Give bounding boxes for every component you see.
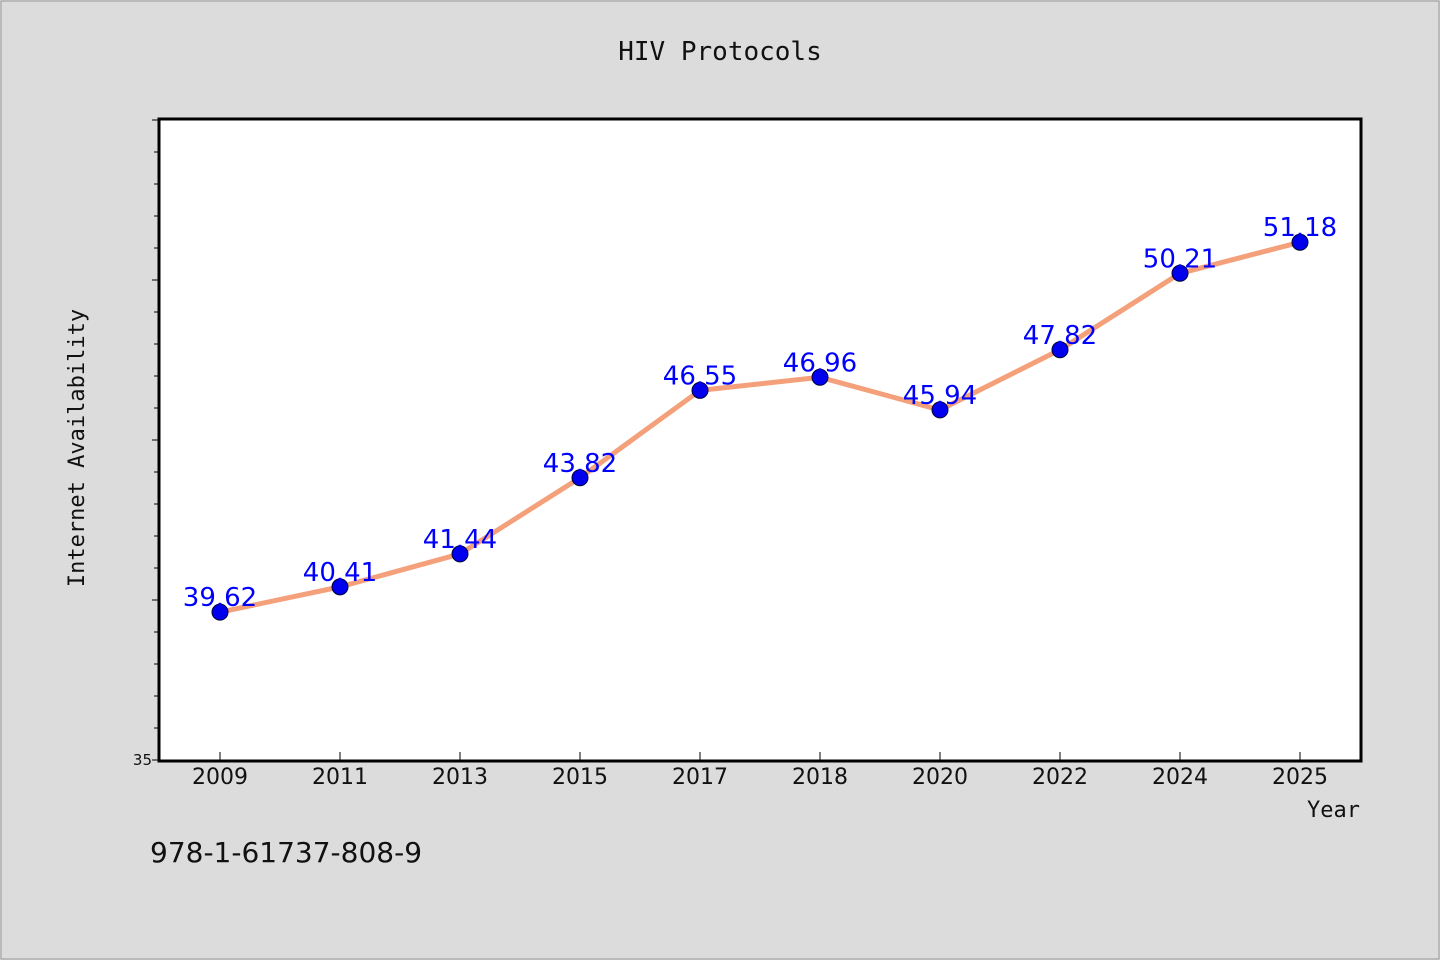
y-axis-ticks: 35 (133, 119, 160, 769)
y-axis-label: Internet Availability (65, 309, 90, 587)
x-tick-label: 2013 (432, 765, 488, 790)
data-point-marker (211, 603, 229, 621)
data-label: 45.94 (903, 381, 977, 411)
data-label: 46.55 (663, 361, 737, 391)
isbn-text: 978-1-61737-808-9 (150, 836, 422, 869)
plot-area (157, 117, 1363, 763)
x-tick-label: 2011 (312, 765, 368, 790)
data-point-marker (451, 545, 469, 563)
x-axis-label: Year (1307, 798, 1360, 823)
data-point-marker (571, 469, 589, 487)
x-axis-ticks: 2009 2011 2013 2015 2017 2018 2020 2022 2024 2025 (192, 752, 1328, 790)
x-tick-label: 2025 (1272, 765, 1328, 790)
data-label: 43.82 (543, 449, 617, 479)
data-label: 47.82 (1023, 321, 1097, 351)
series-revenue-line: 39.62 40.41 41.44 43.82 46.55 46.96 45.94 47.82… (183, 213, 1337, 621)
data-point-marker (1171, 264, 1189, 282)
x-tick-label: 2015 (552, 765, 608, 790)
x-tick-label: 2018 (792, 765, 848, 790)
data-point-marker (331, 578, 349, 596)
data-point-marker (1291, 233, 1309, 251)
data-point-marker (811, 368, 829, 386)
data-label: 40.41 (303, 558, 377, 588)
data-point-marker (931, 401, 949, 419)
x-tick-label: 2020 (912, 765, 968, 790)
data-label: 39.62 (183, 583, 257, 613)
data-label: 46.96 (783, 348, 857, 378)
x-tick-label: 2022 (1032, 765, 1088, 790)
data-label: 41.44 (423, 525, 497, 555)
x-tick-label: 2009 (192, 765, 248, 790)
data-point-marker (1051, 341, 1069, 359)
x-tick-label: 2017 (672, 765, 728, 790)
data-label: 50.21 (1143, 244, 1217, 274)
data-point-marker (691, 381, 709, 399)
y-tick-label: 35 (133, 751, 152, 769)
series-line (217, 239, 1303, 615)
data-label: 51.18 (1263, 213, 1337, 243)
x-tick-label: 2024 (1152, 765, 1208, 790)
chart-title: HIV Protocols (618, 37, 822, 67)
